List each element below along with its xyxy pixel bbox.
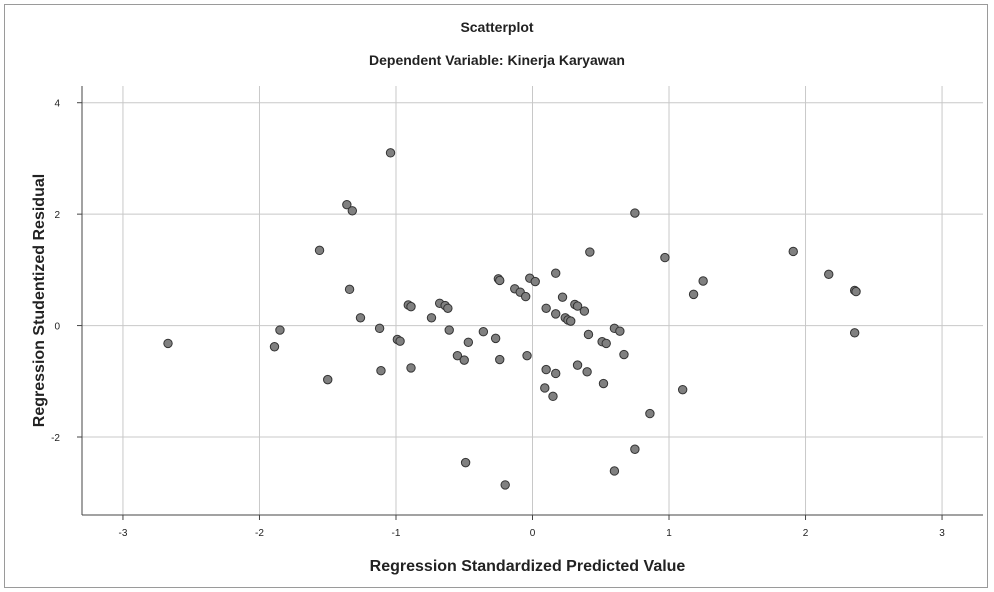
data-point: [572, 360, 583, 370]
data-point: [579, 306, 590, 316]
data-point: [323, 374, 333, 385]
data-point: [406, 301, 416, 312]
data-point: [630, 208, 640, 218]
x-tick-label: -1: [392, 528, 401, 539]
data-point: [583, 329, 594, 340]
data-point: [598, 378, 609, 389]
data-point: [406, 363, 416, 373]
data-point: [426, 313, 437, 323]
data-point: [630, 444, 640, 454]
point-layer: [163, 148, 861, 490]
data-point: [645, 408, 655, 419]
data-point: [601, 338, 611, 349]
data-point: [385, 148, 396, 158]
y-tick-label: -2: [51, 433, 60, 444]
x-tick-label: 0: [530, 528, 536, 539]
axis-layer: -3 -2 -1 0 1 2 3 -2 0 2 4: [51, 86, 983, 539]
data-point: [163, 338, 173, 349]
data-point: [557, 292, 568, 302]
data-point: [478, 327, 489, 337]
data-point: [572, 301, 583, 311]
chart-frame: [4, 4, 988, 588]
data-point: [347, 206, 357, 216]
data-point: [452, 350, 463, 361]
x-tick-label: 1: [666, 528, 672, 539]
data-point: [314, 245, 325, 256]
data-point: [495, 354, 505, 365]
data-point: [444, 325, 454, 335]
data-point: [585, 247, 595, 257]
data-point: [849, 328, 860, 338]
data-point: [269, 342, 280, 352]
data-point: [548, 391, 558, 402]
data-point: [342, 199, 352, 210]
data-point: [376, 366, 386, 376]
data-point: [688, 289, 699, 300]
data-point: [540, 383, 550, 393]
data-point: [615, 326, 625, 336]
data-point: [443, 303, 453, 313]
x-tick-label: 2: [803, 528, 809, 539]
data-point: [619, 349, 629, 360]
y-tick-label: 2: [54, 210, 60, 221]
data-point: [355, 313, 366, 323]
data-point: [582, 367, 592, 377]
data-point: [551, 268, 561, 278]
data-point: [490, 333, 501, 344]
data-point: [551, 368, 561, 379]
x-tick-label: -2: [255, 528, 264, 539]
x-axis-title: Regression Standardized Predicted Value: [370, 558, 686, 575]
data-point: [851, 286, 861, 297]
grid-layer: [82, 86, 983, 515]
data-point: [698, 276, 708, 286]
data-point: [374, 323, 385, 334]
data-point: [395, 336, 405, 346]
x-tick-label: -3: [119, 528, 128, 539]
data-point: [609, 466, 620, 476]
data-point: [500, 480, 510, 490]
data-point: [824, 269, 834, 280]
data-point: [566, 316, 576, 326]
data-point: [463, 337, 474, 347]
data-point: [495, 275, 505, 286]
data-point: [522, 350, 532, 361]
data-point: [344, 284, 355, 295]
data-point: [551, 309, 561, 319]
data-point: [660, 252, 670, 263]
data-point: [520, 291, 531, 302]
data-point: [459, 355, 469, 365]
y-axis-title: Regression Studentized Residual: [31, 174, 48, 427]
data-point: [541, 303, 551, 313]
x-tick-label: 3: [939, 528, 945, 539]
chart-title: Scatterplot: [460, 19, 534, 35]
chart-subtitle: Dependent Variable: Kinerja Karyawan: [369, 52, 625, 68]
data-point: [541, 364, 551, 375]
data-point: [677, 384, 688, 395]
data-point: [530, 276, 540, 287]
y-tick-label: 4: [54, 99, 60, 110]
y-tick-label: 0: [54, 322, 60, 333]
data-point: [788, 246, 798, 257]
data-point: [275, 325, 285, 335]
data-point: [460, 457, 471, 468]
